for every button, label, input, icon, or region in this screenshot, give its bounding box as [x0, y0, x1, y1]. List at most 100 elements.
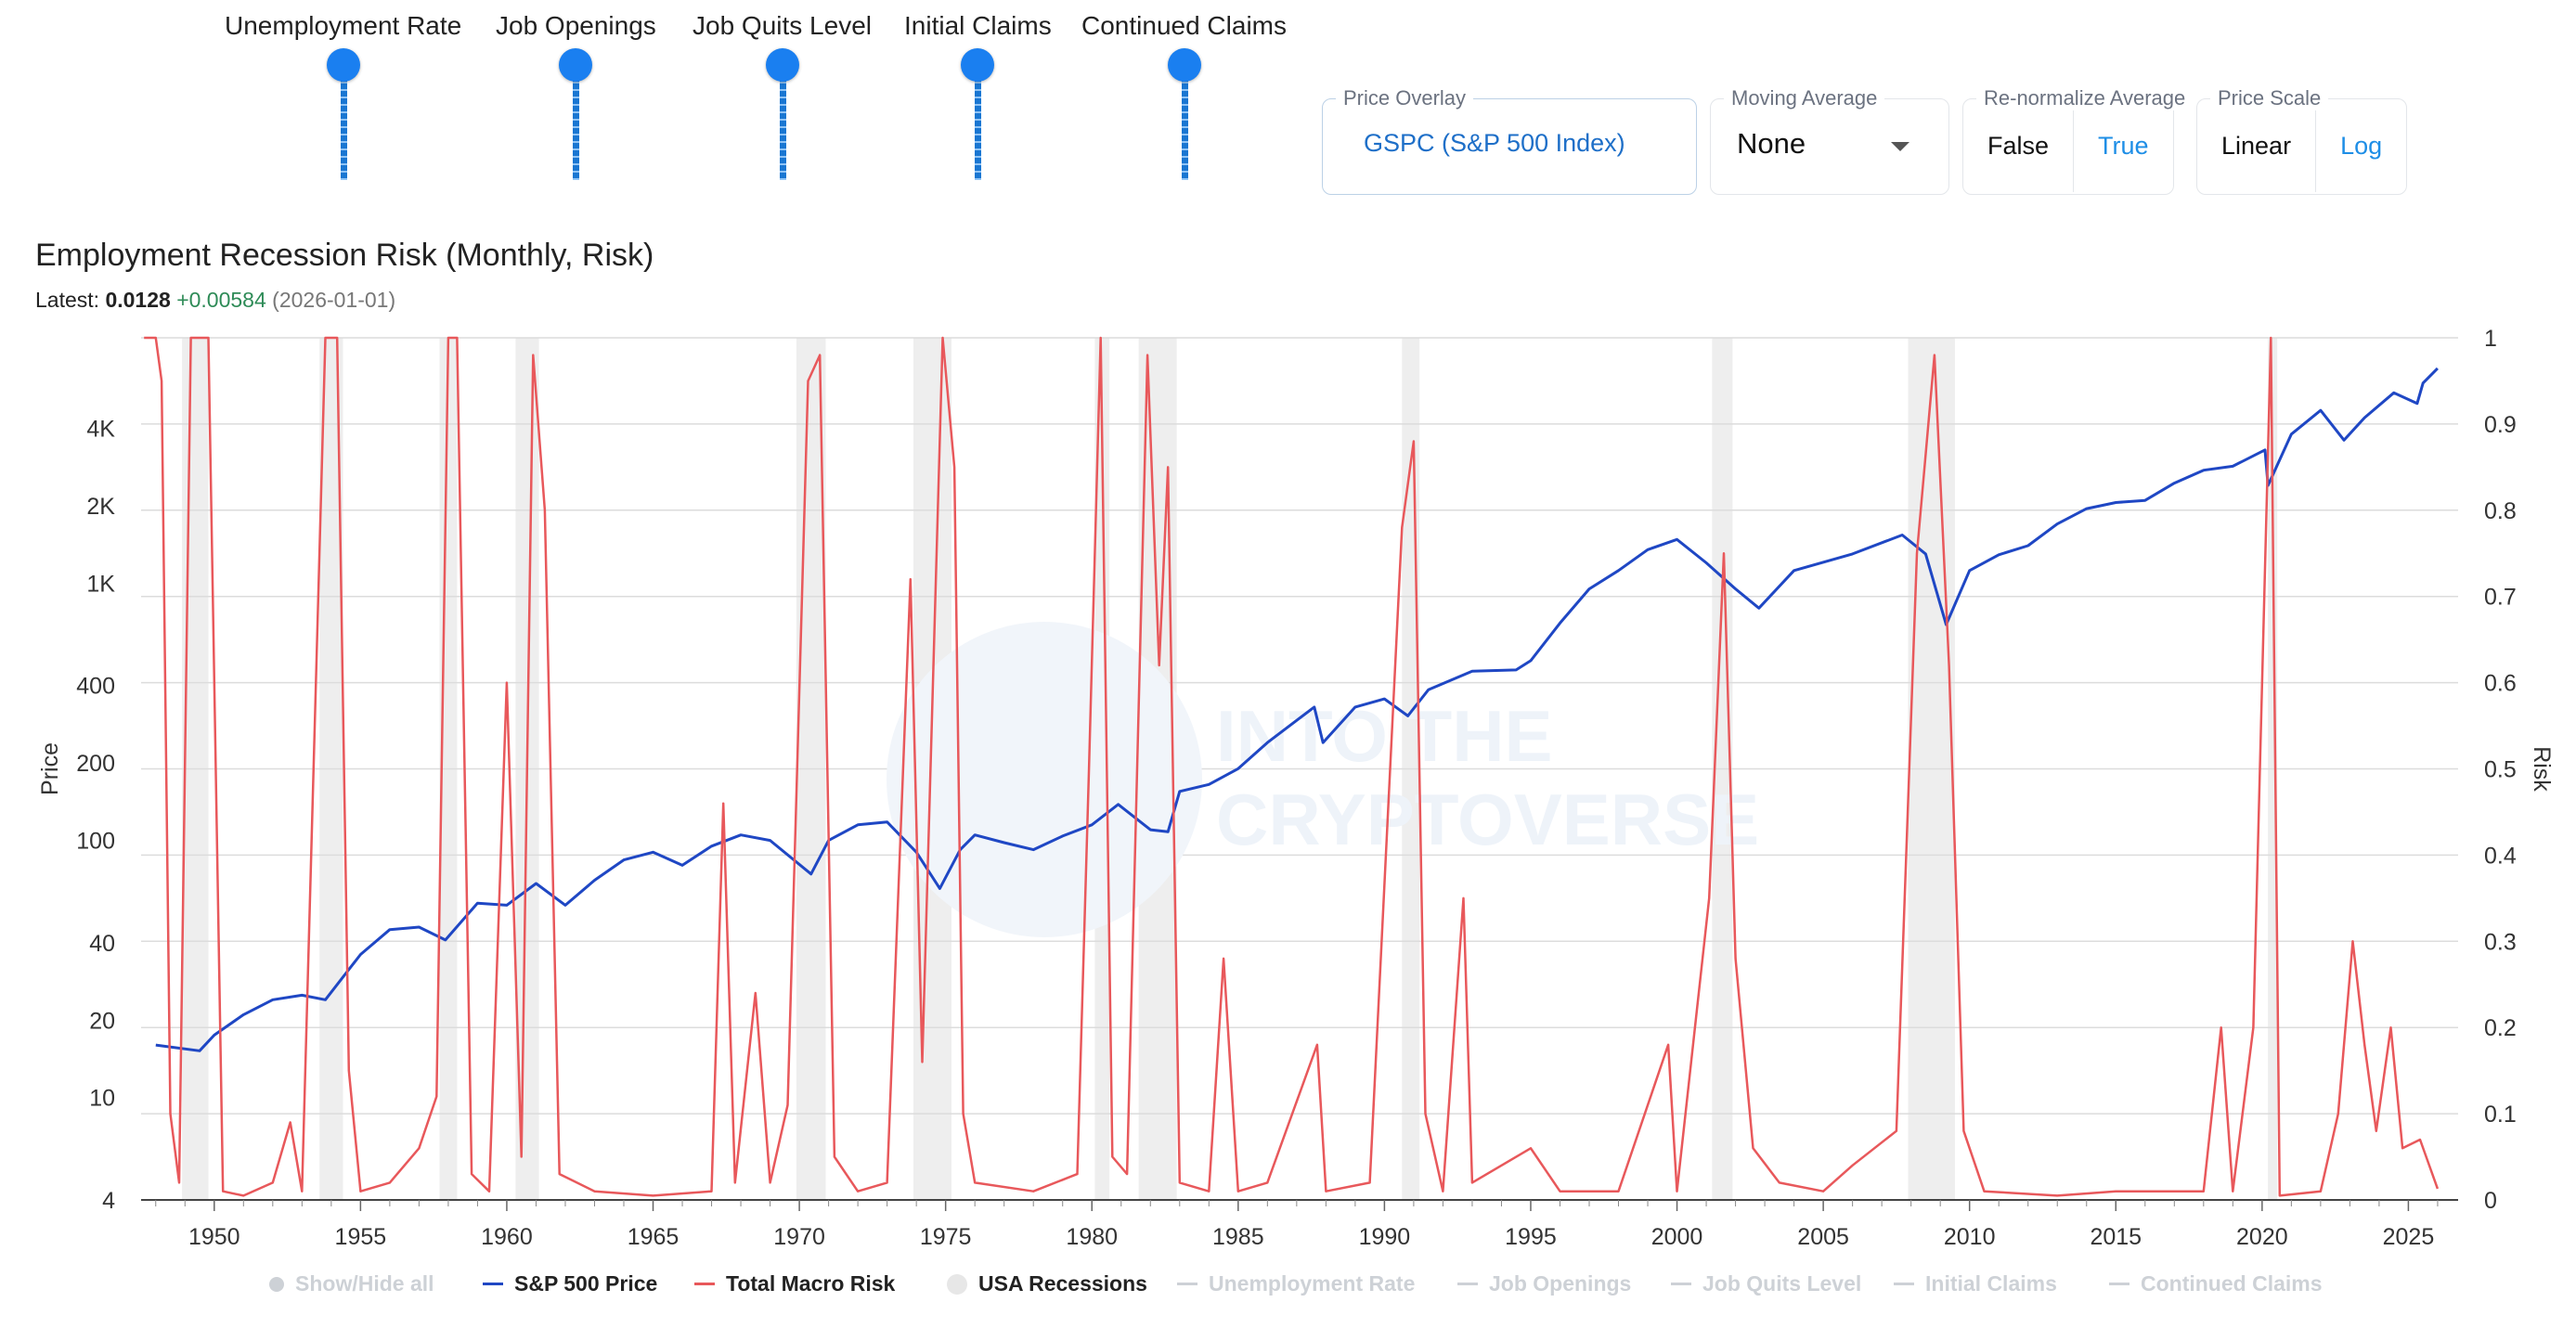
- renormalize-true-button[interactable]: True: [2098, 132, 2149, 160]
- moving-average-value: None: [1737, 127, 1806, 160]
- x-tick-label: 2005: [1797, 1224, 1849, 1250]
- legend-label: Continued Claims: [2141, 1271, 2323, 1296]
- watermark-text: CRYPTOVERSE: [1216, 779, 1759, 860]
- y-left-tick-label: 1K: [86, 571, 115, 597]
- y-right-tick-label: 0.6: [2484, 671, 2517, 697]
- line-swatch-icon: [2109, 1283, 2129, 1285]
- y-right-tick-label: 0.5: [2484, 757, 2517, 783]
- y-left-tick-label: 400: [76, 674, 115, 700]
- y-right-tick-label: 0: [2484, 1188, 2497, 1214]
- line-swatch-icon: [694, 1283, 715, 1285]
- renormalize-label: Re-normalize Average: [1976, 86, 2194, 110]
- renormalize-false-button[interactable]: False: [1963, 99, 2075, 192]
- y-right-tick-label: 0.8: [2484, 498, 2517, 524]
- slider-track[interactable]: [573, 69, 580, 180]
- legend-item[interactable]: Job Openings: [1457, 1271, 1631, 1296]
- slider-job-openings[interactable]: Job Openings: [496, 11, 656, 180]
- x-tick-label: 1975: [920, 1224, 972, 1250]
- line-swatch-icon: [483, 1283, 503, 1285]
- legend-label: USA Recessions: [978, 1271, 1147, 1296]
- y-left-tick-label: 4: [102, 1188, 115, 1214]
- series-total-macro-risk-line: [144, 336, 2440, 1197]
- legend-item[interactable]: USA Recessions: [947, 1271, 1147, 1296]
- price-scale-linear-button[interactable]: Linear: [2197, 99, 2317, 192]
- slider-label: Job Openings: [496, 11, 656, 40]
- legend-label: Total Macro Risk: [726, 1271, 896, 1296]
- legend-label: Unemployment Rate: [1209, 1271, 1416, 1296]
- legend-item[interactable]: Continued Claims: [2109, 1271, 2323, 1296]
- slider-handle[interactable]: [765, 48, 799, 82]
- slider-handle[interactable]: [1167, 48, 1201, 82]
- x-tick-label: 1995: [1505, 1224, 1557, 1250]
- latest-date: (2026-01-01): [272, 288, 396, 312]
- y-left-tick-label: 20: [89, 1008, 115, 1034]
- slider-handle[interactable]: [559, 48, 593, 82]
- latest-value: 0.0128: [105, 288, 171, 312]
- line-swatch-icon: [1894, 1283, 1914, 1285]
- price-overlay-label: Price Overlay: [1336, 86, 1474, 110]
- x-tick-label: 1960: [481, 1224, 533, 1250]
- x-tick-label: 1985: [1212, 1224, 1264, 1250]
- latest-readout: Latest: 0.0128 +0.00584 (2026-01-01): [35, 288, 395, 313]
- price-scale-toggle: Price Scale Linear Log: [2196, 86, 2408, 195]
- slider-unemployment-rate[interactable]: Unemployment Rate: [225, 11, 462, 180]
- x-tick-label: 1950: [188, 1224, 240, 1250]
- circle-icon: [269, 1276, 284, 1292]
- y-left-axis-label: Price: [37, 742, 63, 795]
- x-tick-label: 1990: [1359, 1224, 1411, 1250]
- x-tick-label: 1965: [628, 1224, 680, 1250]
- y-right-tick-label: 1: [2484, 326, 2497, 352]
- y-right-tick-label: 0.1: [2484, 1102, 2517, 1128]
- slider-track[interactable]: [1181, 69, 1188, 180]
- line-swatch-icon: [1671, 1283, 1691, 1285]
- series-sp500-price-line: [155, 367, 2439, 1052]
- x-tick-label: 2025: [2383, 1224, 2435, 1250]
- price-scale-label: Price Scale: [2210, 86, 2329, 110]
- slider-label: Unemployment Rate: [225, 11, 462, 40]
- slider-handle[interactable]: [961, 48, 995, 82]
- y-left-tick-label: 2K: [86, 494, 115, 520]
- legend-item[interactable]: S&P 500 Price: [483, 1271, 657, 1296]
- legend-show-hide-all[interactable]: Show/Hide all: [269, 1271, 434, 1296]
- x-tick-label: 1980: [1066, 1224, 1118, 1250]
- watermark-text: INTO THE: [1216, 695, 1553, 777]
- y-right-tick-label: 0.4: [2484, 843, 2517, 869]
- x-tick-label: 2015: [2090, 1224, 2142, 1250]
- slider-label: Continued Claims: [1081, 11, 1287, 40]
- legend-label: Job Openings: [1489, 1271, 1632, 1296]
- slider-job-quits-level[interactable]: Job Quits Level: [693, 11, 872, 180]
- legend-label: Initial Claims: [1925, 1271, 2057, 1296]
- legend-item[interactable]: Total Macro Risk: [694, 1271, 895, 1296]
- slider-track[interactable]: [340, 69, 347, 180]
- price-scale-log-button[interactable]: Log: [2340, 132, 2383, 160]
- slider-track[interactable]: [975, 69, 982, 180]
- slider-track[interactable]: [779, 69, 786, 180]
- moving-average-select[interactable]: Moving Average None: [1710, 86, 1949, 195]
- y-right-axis-label: Risk: [2529, 746, 2555, 792]
- line-swatch-icon: [1177, 1283, 1197, 1285]
- line-swatch-icon: [1457, 1283, 1478, 1285]
- renormalize-toggle: Re-normalize Average False True: [1962, 86, 2194, 195]
- legend-item[interactable]: Unemployment Rate: [1177, 1271, 1415, 1296]
- x-tick-label: 2010: [1944, 1224, 1996, 1250]
- legend-item[interactable]: Initial Claims: [1894, 1271, 2057, 1296]
- y-right-tick-label: 0.3: [2484, 929, 2517, 955]
- legend-label: S&P 500 Price: [514, 1271, 658, 1296]
- price-overlay-select[interactable]: Price Overlay GSPC (S&P 500 Index): [1322, 86, 1697, 195]
- band-swatch-icon: [947, 1273, 967, 1295]
- slider-label: Initial Claims: [904, 11, 1052, 40]
- latest-label: Latest:: [35, 288, 100, 312]
- watermark-logo-icon: [887, 622, 1202, 937]
- y-left-tick-label: 200: [76, 751, 115, 777]
- slider-handle[interactable]: [326, 48, 360, 82]
- price-overlay-value: GSPC (S&P 500 Index): [1364, 129, 1625, 157]
- x-tick-label: 2000: [1651, 1224, 1703, 1250]
- chevron-down-icon: [1891, 142, 1909, 151]
- slider-initial-claims[interactable]: Initial Claims: [904, 11, 1052, 180]
- legend-item[interactable]: Job Quits Level: [1671, 1271, 1861, 1296]
- latest-change: +0.00584: [176, 288, 266, 312]
- x-tick-label: 1955: [335, 1224, 387, 1250]
- x-tick-label: 1970: [773, 1224, 825, 1250]
- slider-continued-claims[interactable]: Continued Claims: [1081, 11, 1287, 180]
